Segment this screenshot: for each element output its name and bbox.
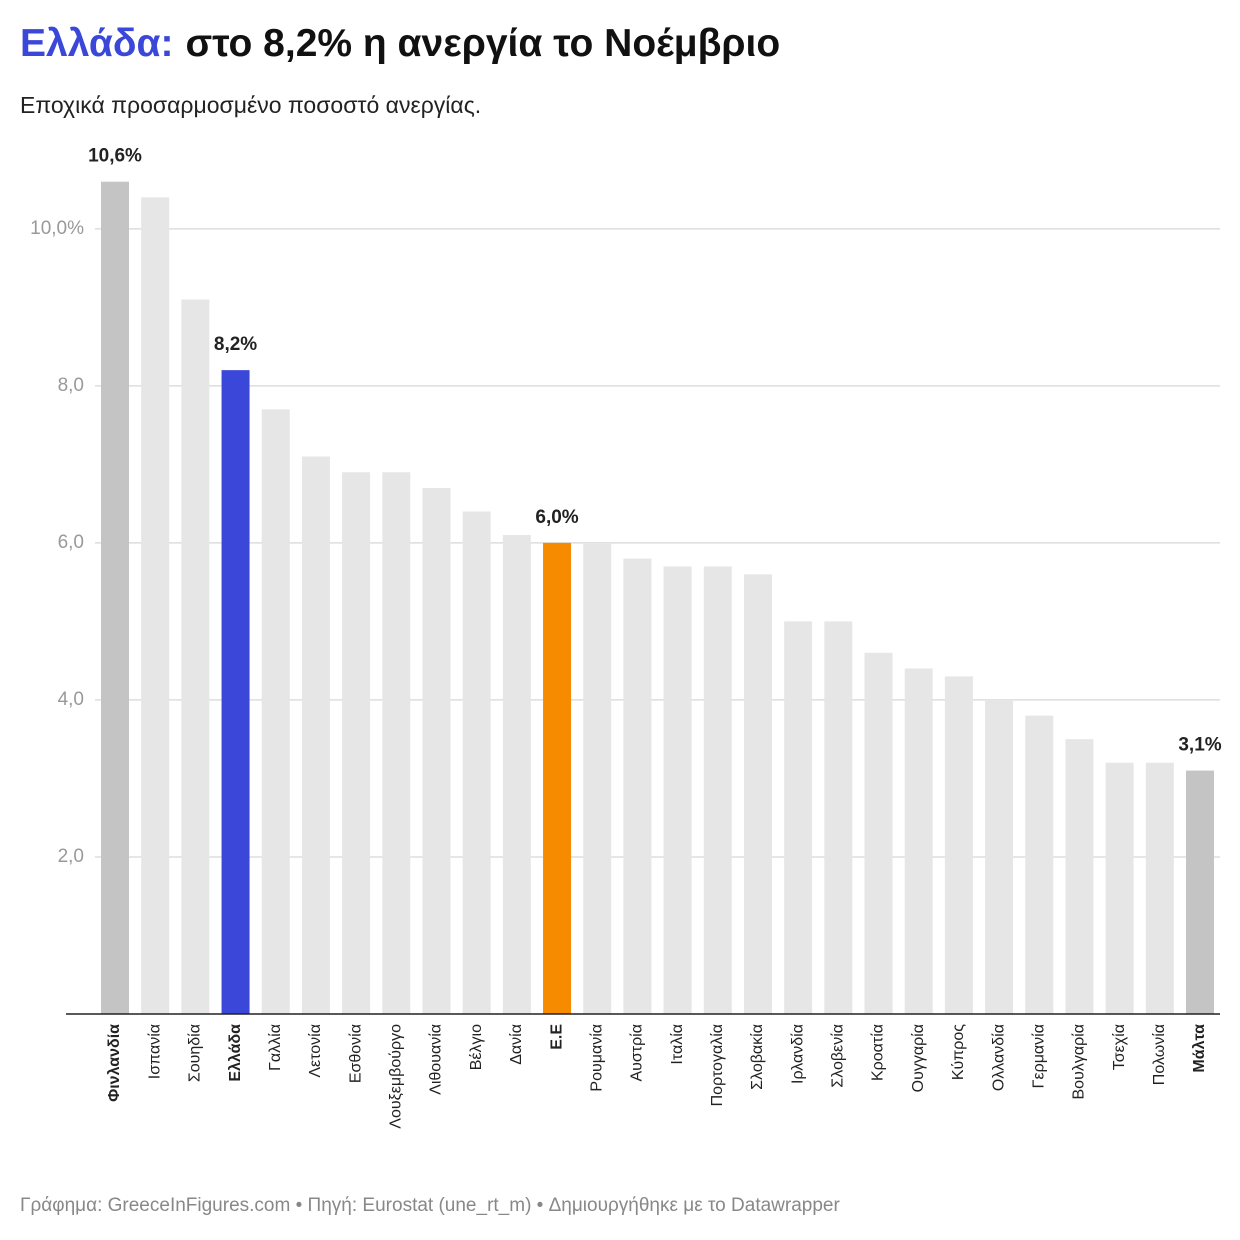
bar (1065, 739, 1094, 1014)
bar (583, 542, 612, 1014)
bar (663, 566, 692, 1014)
bar (904, 668, 933, 1014)
bar (342, 472, 371, 1014)
x-tick-label: Βέλγιο (468, 1024, 485, 1070)
x-tick-label: Γαλλία (267, 1024, 284, 1071)
bar (985, 699, 1014, 1014)
bar (502, 535, 531, 1014)
bar (1105, 762, 1134, 1014)
value-label: 10,6% (88, 146, 142, 167)
x-tick-label: Σλοβακία (749, 1024, 766, 1090)
x-tick-label: Γερμανία (1030, 1024, 1047, 1088)
y-tick-label: 8,0 (58, 375, 84, 396)
x-tick-label: Σουηδία (187, 1024, 204, 1082)
chart-title: Ελλάδα: στο 8,2% η ανεργία το Νοέμβριο (20, 22, 780, 65)
x-tick-label: Ολλανδία (990, 1024, 1007, 1091)
x-tick-label: Λετονία (307, 1024, 324, 1078)
bar (301, 456, 330, 1014)
x-tick-label: Αυστρία (629, 1024, 646, 1082)
bar (1145, 762, 1174, 1014)
bar (221, 370, 250, 1014)
chart-subtitle: Εποχικά προσαρμοσμένο ποσοστό ανεργίας. (20, 92, 481, 118)
x-tick-label: Λουξεμβούργο (388, 1024, 405, 1129)
bar (382, 472, 411, 1014)
x-tick-label: Πορτογαλία (709, 1024, 726, 1106)
bar (864, 652, 893, 1014)
bar (141, 197, 170, 1014)
y-tick-label: 2,0 (58, 846, 84, 867)
bar (181, 299, 210, 1015)
x-tick-label: Λιθουανία (428, 1024, 445, 1095)
x-tick-label: Βουλγαρία (1071, 1024, 1088, 1099)
y-tick-label: 6,0 (58, 532, 84, 553)
x-tick-label: Ρουμανία (588, 1024, 605, 1092)
x-tick-label: Δανία (508, 1024, 525, 1065)
bar (543, 542, 572, 1014)
bar (623, 558, 652, 1014)
x-tick-label: Πολωνία (1151, 1024, 1168, 1085)
bar (462, 511, 491, 1014)
x-tick-label: Ιταλία (669, 1024, 686, 1065)
x-tick-label: Κροατία (870, 1024, 887, 1081)
x-tick-label: Ισπανία (146, 1024, 163, 1079)
value-label: 8,2% (214, 334, 257, 355)
x-tick-label: Μάλτα (1191, 1024, 1208, 1073)
x-tick-label: Τσεχία (1111, 1024, 1128, 1070)
x-tick-label: Ουγγαρία (910, 1024, 927, 1092)
x-tick-label: Ε.Ε (548, 1024, 565, 1050)
value-label: 3,1% (1178, 735, 1221, 756)
bar (101, 181, 129, 1014)
bar (944, 676, 973, 1014)
bar (1186, 770, 1214, 1014)
source-note: Γράφημα: GreeceInFigures.com • Πηγή: Eur… (20, 1195, 840, 1216)
bar (261, 409, 290, 1014)
x-tick-label: Ιρλανδία (789, 1024, 806, 1084)
y-tick-label: 10,0% (30, 218, 84, 239)
bar (422, 487, 451, 1015)
value-label: 6,0% (535, 507, 578, 528)
bar (703, 566, 732, 1014)
x-tick-label: Φινλανδία (106, 1024, 123, 1102)
title-part: στο 8,2% η ανεργία το Νοέμβριο (186, 22, 781, 65)
title-part: Ελλάδα: (20, 22, 174, 65)
bar (824, 621, 853, 1014)
x-tick-label: Ελλάδα (227, 1024, 244, 1082)
x-tick-label: Εσθονία (347, 1024, 364, 1083)
x-tick-label: Σλοβενία (830, 1024, 847, 1088)
bar (784, 621, 813, 1014)
y-tick-label: 4,0 (58, 689, 84, 710)
x-tick-label: Κύπρος (950, 1024, 967, 1080)
bar (743, 574, 772, 1014)
bar (1025, 715, 1054, 1014)
